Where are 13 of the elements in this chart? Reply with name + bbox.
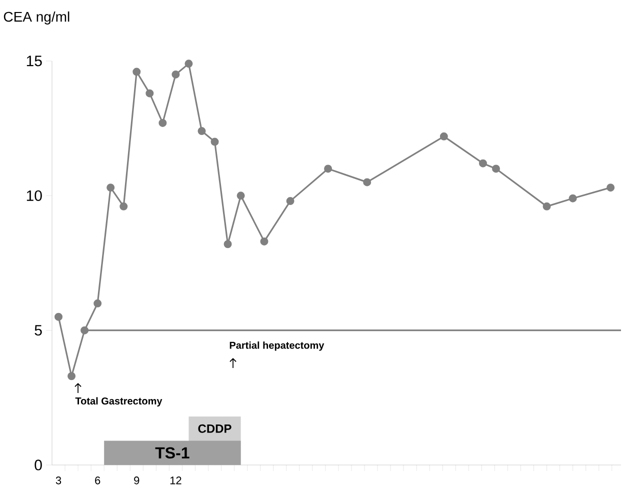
y-axis-title: CEA ng/ml: [4, 11, 70, 25]
x-tick-label: 9: [134, 476, 140, 484]
y-tick-label: 15: [26, 56, 42, 66]
series-label: CDDP: [198, 424, 232, 433]
series-label: TS-1: [155, 447, 190, 459]
x-tick-label: 3: [56, 476, 62, 484]
y-tick-label: 0: [34, 460, 42, 470]
y-tick-label: 10: [26, 190, 42, 201]
y-tick-label: 5: [34, 325, 42, 336]
annotation: Partial hepatectomy: [230, 341, 324, 351]
x-tick-label: 12: [170, 476, 182, 484]
x-tick-label: 6: [95, 476, 100, 484]
annotation: Total Gastrectomy: [75, 397, 162, 406]
